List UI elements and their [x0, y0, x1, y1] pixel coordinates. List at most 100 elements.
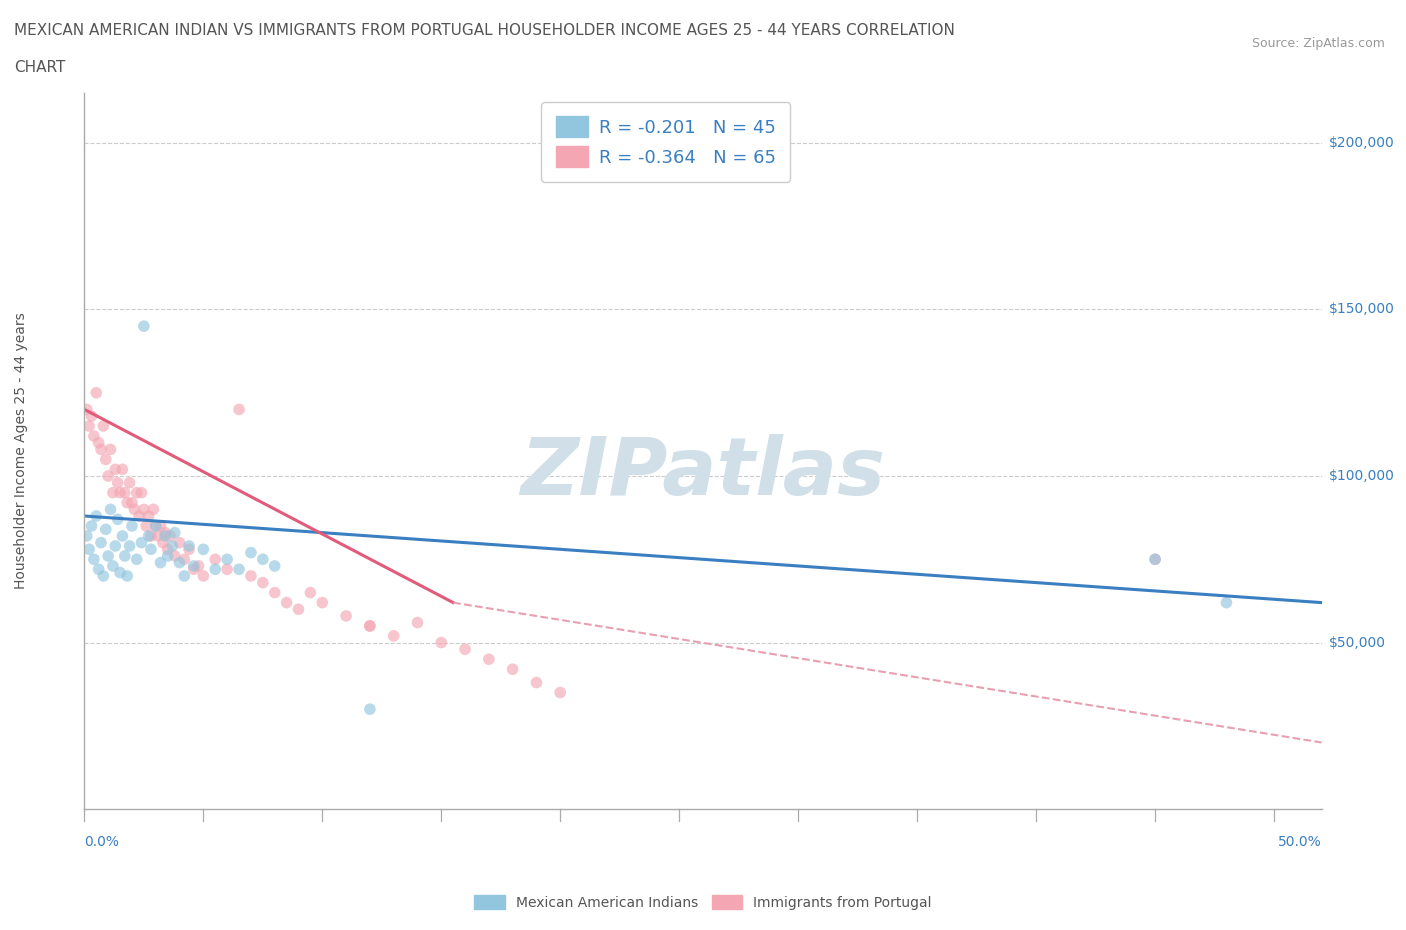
Point — [1144, 551, 1167, 566]
Point — [217, 551, 239, 566]
Point — [146, 528, 169, 543]
Point — [87, 562, 110, 577]
Point — [121, 496, 143, 511]
Point — [94, 452, 117, 467]
Point — [115, 496, 138, 511]
Point — [111, 528, 134, 543]
Point — [142, 502, 165, 517]
Point — [193, 568, 215, 583]
Point — [125, 485, 148, 500]
Point — [77, 418, 100, 433]
Point — [382, 629, 405, 644]
Point — [159, 528, 181, 543]
Point — [115, 568, 138, 583]
Point — [76, 402, 98, 417]
Point — [132, 502, 155, 517]
Text: 50.0%: 50.0% — [1278, 834, 1322, 849]
Point — [80, 519, 103, 534]
Point — [163, 525, 186, 540]
Point — [169, 535, 191, 550]
Point — [83, 429, 105, 444]
Point — [526, 675, 548, 690]
Text: Householder Income Ages 25 - 44 years: Householder Income Ages 25 - 44 years — [14, 312, 28, 590]
Point — [93, 418, 115, 433]
Text: Source: ZipAtlas.com: Source: ZipAtlas.com — [1251, 37, 1385, 50]
Point — [139, 542, 162, 557]
Point — [478, 652, 501, 667]
Point — [239, 568, 262, 583]
Point — [114, 485, 136, 500]
Point — [76, 528, 98, 543]
Point — [1215, 595, 1237, 610]
Point — [145, 519, 167, 534]
Text: $150,000: $150,000 — [1329, 302, 1395, 316]
Point — [183, 562, 205, 577]
Point — [204, 551, 226, 566]
Point — [104, 462, 127, 477]
Text: ZIPatlas: ZIPatlas — [520, 433, 886, 512]
Point — [335, 608, 357, 623]
Point — [454, 642, 477, 657]
Point — [107, 475, 129, 490]
Point — [149, 519, 172, 534]
Point — [145, 519, 167, 534]
Point — [131, 535, 153, 550]
Point — [101, 559, 124, 574]
Point — [121, 519, 143, 534]
Point — [156, 549, 179, 564]
Point — [155, 525, 177, 540]
Point — [183, 559, 205, 574]
Point — [406, 615, 429, 630]
Point — [138, 528, 160, 543]
Point — [87, 435, 110, 450]
Point — [1144, 551, 1167, 566]
Point — [93, 568, 115, 583]
Point — [173, 568, 195, 583]
Text: $50,000: $50,000 — [1329, 635, 1386, 649]
Point — [104, 538, 127, 553]
Point — [299, 585, 322, 600]
Text: $200,000: $200,000 — [1329, 136, 1395, 150]
Point — [135, 519, 157, 534]
Point — [252, 575, 274, 590]
Point — [108, 485, 131, 500]
Point — [548, 685, 571, 700]
Point — [156, 542, 179, 557]
Point — [359, 618, 381, 633]
Point — [193, 542, 215, 557]
Point — [131, 485, 153, 500]
Point — [83, 551, 105, 566]
Point — [162, 538, 184, 553]
Point — [263, 585, 285, 600]
Point — [108, 565, 131, 580]
Point — [84, 509, 107, 524]
Legend: Mexican American Indians, Immigrants from Portugal: Mexican American Indians, Immigrants fro… — [468, 890, 938, 916]
Point — [239, 545, 262, 560]
Point — [502, 662, 524, 677]
Point — [94, 522, 117, 537]
Point — [163, 549, 186, 564]
Point — [204, 562, 226, 577]
Point — [132, 319, 155, 334]
Point — [111, 462, 134, 477]
Point — [90, 442, 112, 457]
Point — [169, 555, 191, 570]
Point — [311, 595, 333, 610]
Point — [276, 595, 298, 610]
Point — [263, 559, 285, 574]
Point — [100, 442, 122, 457]
Point — [118, 475, 141, 490]
Point — [107, 512, 129, 526]
Point — [84, 385, 107, 400]
Point — [97, 469, 120, 484]
Point — [101, 485, 124, 500]
Point — [173, 551, 195, 566]
Point — [138, 509, 160, 524]
Text: $100,000: $100,000 — [1329, 469, 1395, 483]
Point — [155, 528, 177, 543]
Point — [128, 509, 150, 524]
Text: MEXICAN AMERICAN INDIAN VS IMMIGRANTS FROM PORTUGAL HOUSEHOLDER INCOME AGES 25 -: MEXICAN AMERICAN INDIAN VS IMMIGRANTS FR… — [14, 23, 955, 38]
Point — [80, 408, 103, 423]
Point — [139, 528, 162, 543]
Point — [228, 402, 250, 417]
